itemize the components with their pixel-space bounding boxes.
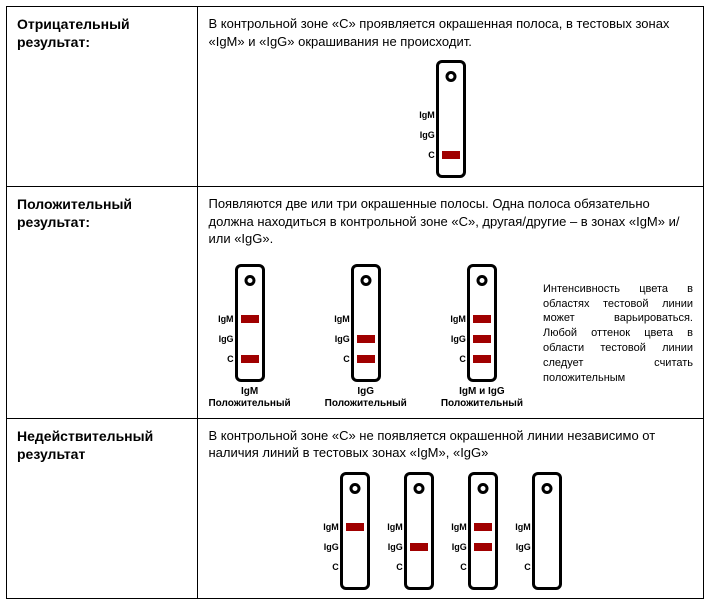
strips-with-note: IgMIgGCIgMПоложительныйIgMIgGCIgGПоложит… bbox=[208, 258, 693, 410]
zone-label-igg: IgG bbox=[388, 541, 407, 553]
zone-label-igg: IgG bbox=[516, 541, 535, 553]
table-row: Отрицательный результат: В контрольной зо… bbox=[7, 7, 704, 187]
zone-label-igm: IgM bbox=[218, 313, 238, 325]
strip-body: IgMIgGC bbox=[467, 264, 497, 382]
result-description: В контрольной зоне «C» проявляется окраш… bbox=[208, 15, 693, 50]
results-table: Отрицательный результат: В контрольной зо… bbox=[6, 6, 704, 599]
test-strip: IgMIgGC bbox=[340, 472, 370, 590]
test-strip: IgMIgGC bbox=[404, 472, 434, 590]
zone-label-igg: IgG bbox=[451, 333, 470, 345]
sample-well-icon bbox=[541, 483, 552, 494]
zone-label-igg: IgG bbox=[219, 333, 238, 345]
zone-label-c: C bbox=[460, 561, 471, 573]
zone-label-c: C bbox=[332, 561, 343, 573]
strip-body: IgMIgGC bbox=[351, 264, 381, 382]
zone-label-igm: IgM bbox=[450, 313, 470, 325]
band-igm bbox=[241, 315, 259, 323]
strip-body: IgMIgGC bbox=[468, 472, 498, 590]
sample-well-icon bbox=[349, 483, 360, 494]
strip-caption: IgGПоложительный bbox=[325, 386, 407, 410]
strips-row: IgM IgG C bbox=[208, 60, 693, 178]
zone-label-igg: IgG bbox=[335, 333, 354, 345]
strip-caption: IgM и IgGПоложительный bbox=[441, 386, 523, 410]
strip-body: IgMIgGC bbox=[404, 472, 434, 590]
zone-label-igm: IgM bbox=[323, 521, 343, 533]
band-c bbox=[442, 151, 460, 159]
band-igm bbox=[473, 315, 491, 323]
intensity-note: Интенсивность цвета в областях тестовой … bbox=[543, 282, 693, 386]
band-igg bbox=[473, 335, 491, 343]
result-description: В контрольной зоне «C» не появляется окр… bbox=[208, 427, 693, 462]
zone-label-c: C bbox=[343, 353, 354, 365]
zone-label-igm: IgM bbox=[419, 109, 439, 121]
zone-label-c: C bbox=[227, 353, 238, 365]
sample-well-icon bbox=[413, 483, 424, 494]
zone-label-igg: IgG bbox=[452, 541, 471, 553]
zone-label-igg: IgG bbox=[420, 129, 439, 141]
zone-label-igg: IgG bbox=[324, 541, 343, 553]
test-strip: IgMIgGC bbox=[532, 472, 562, 590]
zone-label-c: C bbox=[396, 561, 407, 573]
results-tbody: Отрицательный результат: В контрольной зо… bbox=[7, 7, 704, 599]
zone-label-igm: IgM bbox=[451, 521, 471, 533]
result-content: Появляются две или три окрашенные полосы… bbox=[198, 187, 704, 419]
result-type-label: Отрицательный результат: bbox=[7, 7, 198, 187]
test-strip: IgMIgGCIgM и IgGПоложительный bbox=[441, 264, 523, 410]
sample-well-icon bbox=[360, 275, 371, 286]
band-igg bbox=[474, 543, 492, 551]
result-content: В контрольной зоне «C» не появляется окр… bbox=[198, 418, 704, 598]
band-igm bbox=[474, 523, 492, 531]
result-description: Появляются две или три окрашенные полосы… bbox=[208, 195, 693, 248]
band-c bbox=[241, 355, 259, 363]
zone-label-c: C bbox=[428, 149, 439, 161]
band-c bbox=[357, 355, 375, 363]
band-igg bbox=[410, 543, 428, 551]
result-type-label: Положительный результат: bbox=[7, 187, 198, 419]
strip-body: IgMIgGC bbox=[532, 472, 562, 590]
zone-label-c: C bbox=[524, 561, 535, 573]
table-row: Положительный результат:Появляются две и… bbox=[7, 187, 704, 419]
result-content: В контрольной зоне «C» проявляется окраш… bbox=[198, 7, 704, 187]
strip-body: IgMIgGC bbox=[235, 264, 265, 382]
strips-row: IgMIgGCIgMПоложительныйIgMIgGCIgGПоложит… bbox=[208, 264, 523, 410]
test-strip: IgMIgGCIgMПоложительный bbox=[208, 264, 290, 410]
strip-body: IgMIgGC bbox=[340, 472, 370, 590]
zone-label-c: C bbox=[459, 353, 470, 365]
zone-label-igm: IgM bbox=[515, 521, 535, 533]
table-row: Недействительный результат В контрольной … bbox=[7, 418, 704, 598]
strips-row: IgMIgGCIgMIgGCIgMIgGCIgMIgGC bbox=[208, 472, 693, 590]
zone-label-igm: IgM bbox=[334, 313, 354, 325]
sample-well-icon bbox=[445, 71, 456, 82]
test-strip: IgMIgGC bbox=[436, 60, 466, 178]
band-c bbox=[473, 355, 491, 363]
sample-well-icon bbox=[477, 483, 488, 494]
band-igm bbox=[346, 523, 364, 531]
sample-well-icon bbox=[244, 275, 255, 286]
test-strip: IgMIgGC bbox=[468, 472, 498, 590]
zone-label-igm: IgM bbox=[387, 521, 407, 533]
strip-body: IgMIgGC bbox=[436, 60, 466, 178]
band-igg bbox=[357, 335, 375, 343]
test-strip: IgMIgGCIgGПоложительный bbox=[325, 264, 407, 410]
result-type-label: Недействительный результат bbox=[7, 418, 198, 598]
sample-well-icon bbox=[476, 275, 487, 286]
strip-caption: IgMПоложительный bbox=[208, 386, 290, 410]
